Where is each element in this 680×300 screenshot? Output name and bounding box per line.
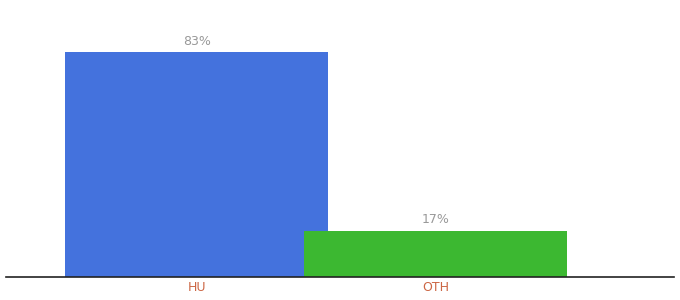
Bar [65,52,328,277]
Text: 83%: 83% [183,34,211,48]
Bar [304,230,567,277]
Text: 17%: 17% [422,213,449,226]
